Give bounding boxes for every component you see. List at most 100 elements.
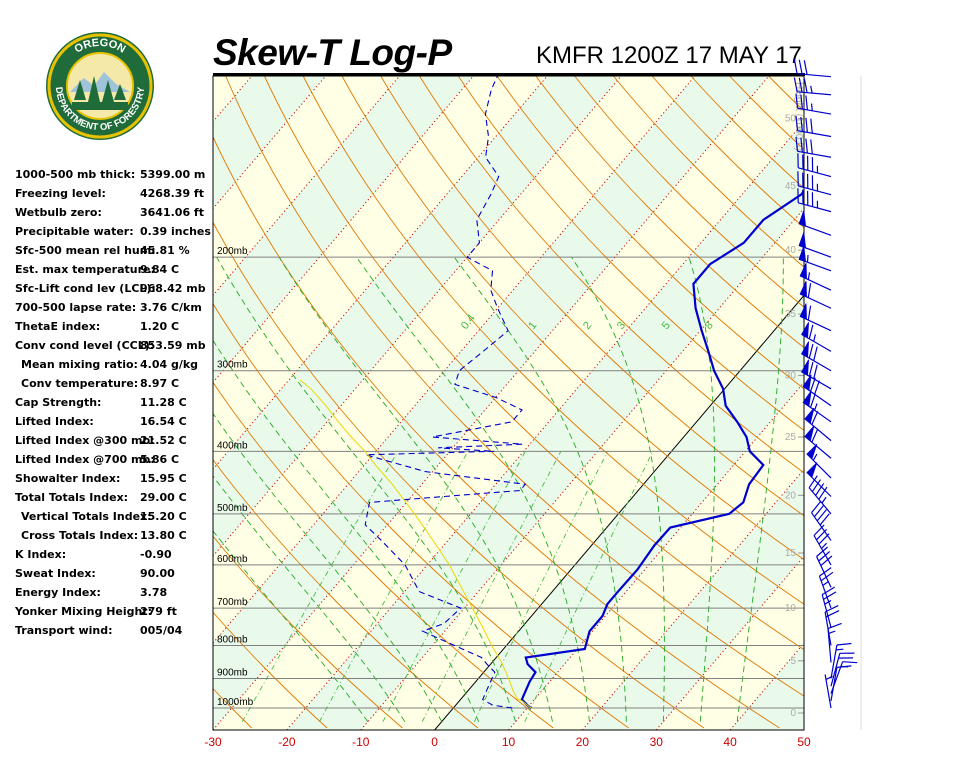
- svg-text:OREGON: OREGON: [73, 37, 128, 56]
- stat-label: Sfc-500 mean rel hum:: [15, 244, 156, 257]
- isotherm-line: [213, 76, 770, 730]
- wind-barb: [799, 262, 832, 291]
- wind-barb: [811, 501, 832, 541]
- isotherm-line: [213, 76, 327, 210]
- sounding-indices-panel: 1000-500 mb thick: 5399.00 m Freezing leve…: [15, 168, 215, 643]
- x-tick-label: -20: [278, 735, 296, 749]
- stat-row: Yonker Mixing Height: 279 ft: [15, 605, 215, 624]
- pressure-label: 900mb: [217, 667, 248, 678]
- moist-adiabat: [453, 256, 627, 722]
- stat-row: Sfc-Lift cond lev (LCL): 968.42 mb: [15, 282, 215, 301]
- stat-label: K Index:: [15, 548, 67, 561]
- x-tick-label: 10: [502, 735, 516, 749]
- stat-value: 8.97 C: [140, 377, 180, 390]
- dry-adiabat: [807, 76, 960, 728]
- moist-adiabat: [571, 256, 665, 722]
- stat-label: Vertical Totals Index:: [21, 510, 152, 523]
- wind-barb: [799, 303, 832, 332]
- mixing-ratio-line: [319, 451, 469, 722]
- stat-value: 4268.39 ft: [140, 187, 204, 200]
- dry-adiabat: [535, 76, 804, 349]
- stat-label: 700-500 lapse rate:: [15, 301, 137, 314]
- wind-barb: [795, 93, 832, 115]
- stat-label: Showalter Index:: [15, 472, 121, 485]
- wind-barb: [830, 665, 852, 702]
- stat-row: Transport wind: 005/04: [15, 624, 215, 643]
- wind-barb: [797, 188, 832, 213]
- wind-barb: [797, 153, 832, 178]
- dry-adiabat: [263, 76, 804, 651]
- stat-label: Precipitable water:: [15, 225, 134, 238]
- height-tick-label: 15: [785, 548, 797, 559]
- wind-barb: [798, 232, 832, 258]
- isotherm-line: [0, 76, 178, 730]
- stat-value: 005/04: [140, 624, 183, 637]
- stat-label: Cross Totals Index:: [21, 529, 139, 542]
- stat-row: ThetaE index: 1.20 C: [15, 320, 215, 339]
- stat-value: 1.20 C: [140, 320, 180, 333]
- stat-label: 1000-500 mb thick:: [15, 168, 136, 181]
- height-tick-label: 10: [785, 603, 797, 614]
- dry-adiabat: [651, 76, 804, 229]
- dry-adiabat: [613, 76, 804, 268]
- height-axis-title: Height (1000 ft): [793, 82, 804, 151]
- stat-row: K Index: -0.90: [15, 548, 215, 567]
- wind-barb: [830, 642, 852, 679]
- dry-adiabat: [213, 136, 780, 729]
- stat-row: Sweat Index: 90.00: [15, 567, 215, 586]
- stat-row: Precipitable water: 0.39 inches: [15, 225, 215, 244]
- wind-barbs: [793, 59, 858, 709]
- stat-value: 9.84 C: [140, 263, 180, 276]
- isotherm-line: [286, 120, 804, 730]
- stat-label: Conv temperature:: [21, 377, 139, 390]
- stat-value: 3.76 C/km: [140, 301, 202, 314]
- stat-value: 5.86 C: [140, 453, 180, 466]
- stat-label: Energy Index:: [15, 586, 101, 599]
- mixing-ratio-line: [382, 451, 526, 722]
- moist-adiabat: [688, 257, 715, 722]
- stat-row: Energy Index: 3.78: [15, 586, 215, 605]
- zero-isotherm: [434, 294, 804, 730]
- dry-adiabat: [213, 611, 328, 729]
- isotherm-band: [0, 76, 178, 730]
- stat-row: Lifted Index @700 mb: 5.86 C: [15, 453, 215, 472]
- stat-label: Mean mixing ratio:: [21, 358, 138, 371]
- wind-barb: [830, 661, 858, 694]
- pressure-label: 1000mb: [217, 697, 254, 708]
- stat-value: 90.00: [140, 567, 175, 580]
- dry-adiabat: [0, 76, 176, 728]
- stat-label: Total Totals Index:: [15, 491, 129, 504]
- wind-barb: [806, 462, 832, 497]
- dry-adiabat: [380, 76, 804, 517]
- stat-row: Lifted Index @300 mb: 21.52 C: [15, 434, 215, 453]
- height-tick-label: 35: [785, 309, 797, 320]
- moist-adiabat: [356, 256, 590, 722]
- stat-value: 15.20 C: [140, 510, 187, 523]
- x-tick-label: 20: [576, 735, 590, 749]
- height-tick-label: 40: [785, 245, 797, 256]
- wind-barb: [804, 407, 832, 442]
- stat-value: 3641.06 ft: [140, 206, 204, 219]
- mixing-ratio-line: [421, 451, 562, 722]
- isotherm-line: [213, 76, 474, 384]
- moist-adiabat: [213, 530, 369, 722]
- stat-label: Freezing level:: [15, 187, 106, 200]
- x-tick-label: 0: [431, 735, 438, 749]
- stat-label: Yonker Mixing Height:: [15, 605, 152, 618]
- dry-adiabat: [213, 535, 403, 729]
- stat-value: 853.59 mb: [140, 339, 206, 352]
- moist-adiabat: [278, 256, 553, 722]
- stat-label: Sfc-Lift cond lev (LCL):: [15, 282, 156, 295]
- stat-value: 279 ft: [140, 605, 177, 618]
- wind-barb: [821, 586, 837, 628]
- stat-value: 968.42 mb: [140, 282, 206, 295]
- chart-title: Skew-T Log-P: [213, 32, 452, 73]
- moist-adiabat: [216, 256, 517, 722]
- title-underline: [213, 73, 805, 76]
- stat-row: Mean mixing ratio: 4.04 g/kg: [15, 358, 215, 377]
- dry-adiabat: [213, 381, 554, 729]
- wind-barb: [808, 475, 832, 515]
- x-tick-label: 50: [797, 735, 811, 749]
- isotherm-line: [213, 76, 400, 297]
- stat-label: Conv cond level (CCL):: [15, 339, 155, 352]
